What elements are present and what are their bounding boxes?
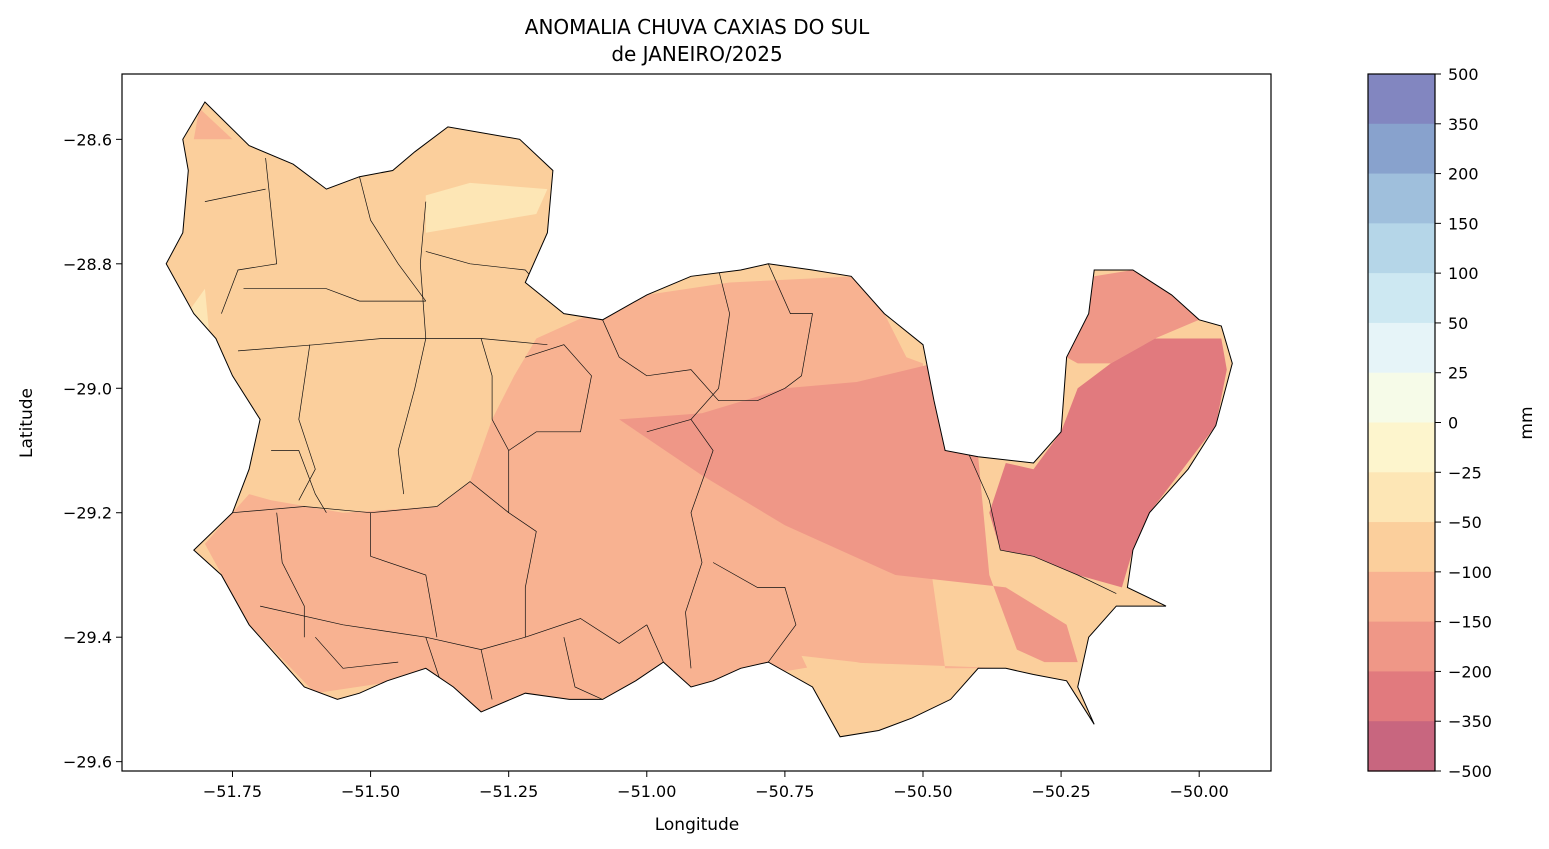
colorbar-bin-1 — [1368, 123, 1435, 175]
municipality-line-15 — [232, 481, 509, 514]
y-tick-label-1: −28.8 — [63, 255, 112, 274]
colorbar-bin-13 — [1368, 721, 1435, 772]
municipality-line-21 — [480, 649, 493, 700]
y-tick-label-5: −29.6 — [63, 753, 112, 772]
x-axis-ticks: −51.75 −51.50 −51.25 −51.00 −50.75 −50.50 −50.… — [203, 771, 1229, 801]
y-axis-label: Latitude — [17, 388, 37, 458]
colorbar-bin-2 — [1368, 173, 1435, 224]
colorbar-tick-label-11: −150 — [1448, 613, 1492, 632]
colorbar-tick-label-12: −200 — [1448, 662, 1492, 681]
colorbar-tick-label-1: 350 — [1448, 115, 1479, 134]
colorbar-tick-label-4: 100 — [1448, 264, 1479, 283]
municipality-line-6 — [298, 344, 316, 501]
x-tick-label-7: −50.00 — [1170, 782, 1229, 801]
municipality-line-12 — [685, 269, 730, 669]
anomaly-bands — [182, 108, 1227, 737]
municipality-line-16 — [276, 512, 305, 638]
colorbar-tick-label-8: −25 — [1448, 463, 1482, 482]
anomaly-band-5 — [1066, 270, 1200, 364]
x-axis-label: Longitude — [655, 815, 740, 835]
municipality-line-24 — [767, 263, 813, 389]
map-title-line1: ANOMALIA CHUVA CAXIAS DO SUL — [525, 15, 870, 39]
municipality-line-1 — [204, 188, 266, 202]
anomaly-band-6 — [989, 338, 1227, 588]
x-tick-label-6: −50.25 — [1031, 782, 1090, 801]
colorbar-tick-label-3: 150 — [1448, 214, 1479, 233]
colorbar-tick-label-6: 25 — [1448, 364, 1468, 383]
colorbar-tick-label-10: −100 — [1448, 563, 1492, 582]
municipality-line-18 — [260, 605, 647, 650]
x-tick-label-0: −51.75 — [203, 782, 262, 801]
anomaly-band-7 — [801, 655, 951, 737]
municipality-line-9 — [480, 338, 510, 451]
colorbar-ticks: 500 350 200 150 100 50 25 0 −25 −50 −100 −150 −200 −3… — [1435, 65, 1492, 781]
municipality-line-5 — [397, 201, 427, 495]
municipality-line-13 — [646, 419, 692, 433]
colorbar-bin-4 — [1368, 273, 1435, 324]
anomaly-band-3 — [204, 276, 1006, 712]
colorbar-bin-0 — [1368, 74, 1435, 125]
map-title-line2: de JANEIRO/2025 — [611, 42, 782, 66]
municipality-line-19 — [315, 636, 399, 669]
x-tick-label-1: −51.50 — [341, 782, 400, 801]
colorbar-tick-label-9: −50 — [1448, 513, 1482, 532]
anomaly-band-2 — [193, 108, 233, 140]
municipality-line-23 — [646, 624, 664, 663]
municipality-line-11 — [602, 319, 786, 402]
x-tick-label-3: −51.00 — [617, 782, 676, 801]
colorbar-tick-label-7: 0 — [1448, 414, 1458, 433]
y-axis-ticks: −28.6 −28.8 −29.0 −29.2 −29.4 −29.6 — [63, 130, 122, 772]
municipality-line-3 — [359, 176, 427, 302]
municipality-line-17 — [370, 512, 438, 638]
municipality-line-7 — [271, 450, 327, 513]
colorbar-bin-5 — [1368, 322, 1435, 374]
municipality-line-14 — [508, 450, 537, 638]
colorbar-bin-8 — [1368, 472, 1435, 523]
municipality-line-25 — [712, 562, 797, 663]
colorbar: 500 350 200 150 100 50 25 0 −25 −50 −100 −150 −200 −3… — [1367, 65, 1537, 781]
colorbar-tick-label-5: 50 — [1448, 314, 1468, 333]
municipality-line-26 — [966, 450, 1117, 594]
municipality-line-22 — [563, 637, 603, 700]
colorbar-tick-label-2: 200 — [1448, 165, 1479, 184]
colorbar-bin-3 — [1368, 223, 1435, 274]
x-tick-label-4: −50.75 — [755, 782, 814, 801]
y-tick-label-4: −29.4 — [63, 628, 112, 647]
plot-frame — [121, 73, 1272, 772]
municipality-line-10 — [508, 344, 592, 451]
y-tick-label-3: −29.2 — [63, 504, 112, 523]
colorbar-tick-label-0: 500 — [1448, 65, 1479, 84]
colorbar-bin-11 — [1368, 621, 1435, 673]
region-outline — [165, 101, 1233, 738]
plot-area — [121, 73, 1272, 772]
municipality-line-0 — [221, 157, 278, 314]
colorbar-bin-12 — [1368, 671, 1435, 722]
colorbar-tick-label-14: −500 — [1448, 762, 1492, 781]
colorbar-bin-9 — [1368, 522, 1435, 573]
anomaly-band-4 — [619, 363, 1078, 663]
colorbar-label: mm — [1517, 406, 1537, 439]
municipality-line-2 — [243, 288, 426, 302]
y-tick-label-0: −28.6 — [63, 130, 112, 149]
colorbar-bin-6 — [1368, 372, 1435, 424]
colorbar-bins — [1368, 74, 1435, 772]
municipality-line-4 — [237, 338, 548, 352]
y-tick-label-2: −29.0 — [63, 379, 112, 398]
x-tick-label-2: −51.25 — [479, 782, 538, 801]
colorbar-bin-7 — [1368, 422, 1435, 473]
anomaly-band-1 — [425, 182, 548, 233]
x-tick-label-5: −50.50 — [893, 782, 952, 801]
colorbar-tick-label-13: −350 — [1448, 712, 1492, 731]
colorbar-bin-10 — [1368, 571, 1435, 623]
